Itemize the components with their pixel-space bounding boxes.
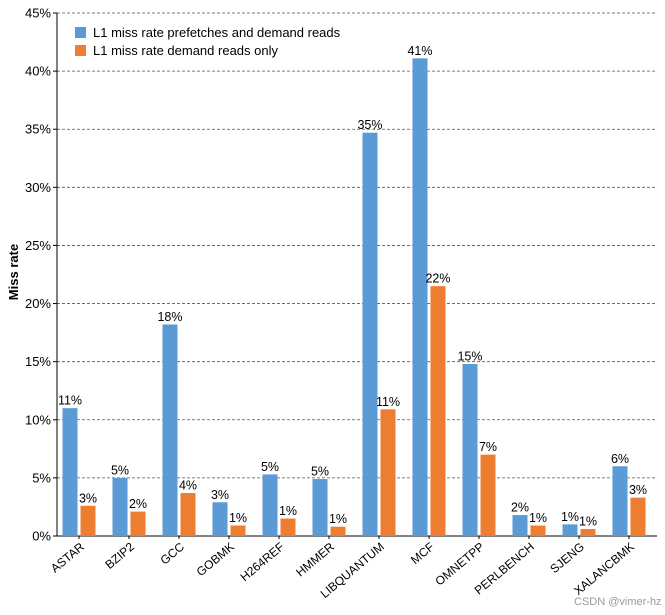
bar-demand-omnetpp bbox=[480, 454, 496, 536]
data-label: 1% bbox=[229, 511, 247, 525]
category-label: GOBMK bbox=[194, 540, 237, 579]
category-label: HMMER bbox=[293, 539, 337, 579]
bar-prefetch-h264ref bbox=[262, 474, 278, 536]
bar-demand-astar bbox=[80, 505, 96, 536]
bar-demand-perlbench bbox=[530, 525, 546, 536]
data-label: 3% bbox=[629, 483, 647, 497]
bar-prefetch-sjeng bbox=[562, 524, 578, 536]
y-tick-label: 5% bbox=[32, 470, 51, 485]
y-tick-label: 20% bbox=[25, 296, 51, 311]
bar-demand-mcf bbox=[430, 286, 446, 536]
data-label: 6% bbox=[611, 452, 629, 466]
data-label: 22% bbox=[425, 272, 450, 286]
data-label: 15% bbox=[457, 349, 482, 363]
data-label: 3% bbox=[211, 488, 229, 502]
legend-swatch-demand bbox=[75, 45, 86, 56]
data-label: 1% bbox=[579, 515, 597, 529]
category-label: ASTAR bbox=[48, 539, 87, 575]
bar-prefetch-gcc bbox=[162, 324, 178, 536]
legend-label-demand: L1 miss rate demand reads only bbox=[93, 43, 278, 58]
y-tick-label: 40% bbox=[25, 64, 51, 79]
data-label: 11% bbox=[58, 394, 82, 408]
y-tick-label: 15% bbox=[25, 354, 51, 369]
y-tick-label: 0% bbox=[32, 529, 51, 544]
legend: L1 miss rate prefetches and demand reads… bbox=[75, 25, 341, 58]
data-label: 5% bbox=[111, 463, 129, 477]
y-tick-label: 10% bbox=[25, 412, 51, 427]
bar-demand-hmmer bbox=[330, 526, 346, 536]
x-axis-labels: ASTAR BZIP2 GCC GOBMK H264REF HMMERLIBQUANTUM… bbox=[48, 539, 637, 601]
bar-prefetch-libquantum bbox=[362, 132, 378, 536]
data-label: 1% bbox=[529, 511, 547, 525]
bar-layer: 11%3%5%2%18%4%3%1%5%1%5%1%35%11%41%22%15… bbox=[58, 44, 647, 537]
bar-demand-xalancbmk bbox=[630, 497, 646, 536]
grid-layer bbox=[57, 12, 657, 479]
bar-demand-sjeng bbox=[580, 529, 596, 536]
bar-prefetch-bzip2 bbox=[112, 477, 128, 536]
data-label: 5% bbox=[311, 465, 329, 479]
data-label: 35% bbox=[357, 118, 382, 132]
bar-prefetch-mcf bbox=[412, 58, 428, 537]
data-label: 41% bbox=[407, 44, 432, 58]
y-axis-title: Miss rate bbox=[6, 244, 21, 300]
data-label: 2% bbox=[511, 501, 529, 515]
y-tick-label: 25% bbox=[25, 238, 51, 253]
y-tick-label: 45% bbox=[25, 6, 51, 21]
data-label: 5% bbox=[261, 460, 279, 474]
data-label: 2% bbox=[129, 497, 147, 511]
y-axis: 0% 5% 10% 15% 20% 25% 30% 35% 40% 45% bbox=[25, 6, 657, 544]
data-label: 18% bbox=[157, 310, 182, 324]
watermark: CSDN @vimer-hz bbox=[574, 596, 662, 608]
bar-prefetch-gobmk bbox=[212, 502, 228, 536]
data-label: 1% bbox=[279, 504, 297, 518]
category-label: GCC bbox=[157, 539, 187, 567]
bar-prefetch-perlbench bbox=[512, 515, 528, 536]
legend-label-prefetch: L1 miss rate prefetches and demand reads bbox=[93, 25, 341, 40]
bar-demand-h264ref bbox=[280, 518, 296, 536]
category-label: MCF bbox=[408, 540, 437, 567]
data-label: 7% bbox=[479, 440, 497, 454]
data-label: 4% bbox=[179, 478, 197, 492]
bar-prefetch-astar bbox=[62, 408, 78, 536]
legend-swatch-prefetch bbox=[75, 27, 86, 38]
y-tick-label: 30% bbox=[25, 180, 51, 195]
data-label: 11% bbox=[376, 395, 400, 409]
y-tick-label: 35% bbox=[25, 122, 51, 137]
data-label: 1% bbox=[329, 512, 347, 526]
bar-demand-bzip2 bbox=[130, 511, 146, 536]
bar-prefetch-hmmer bbox=[312, 479, 328, 536]
bar-demand-gcc bbox=[180, 492, 196, 536]
bar-prefetch-omnetpp bbox=[462, 363, 478, 536]
category-label: SJENG bbox=[547, 540, 587, 576]
data-label: 3% bbox=[79, 491, 97, 505]
data-label: 1% bbox=[561, 510, 579, 524]
category-label: BZIP2 bbox=[102, 539, 137, 571]
category-label: H264REF bbox=[238, 540, 287, 585]
bar-demand-libquantum bbox=[380, 409, 396, 536]
bar-demand-gobmk bbox=[230, 525, 246, 536]
bar-prefetch-xalancbmk bbox=[612, 466, 628, 536]
